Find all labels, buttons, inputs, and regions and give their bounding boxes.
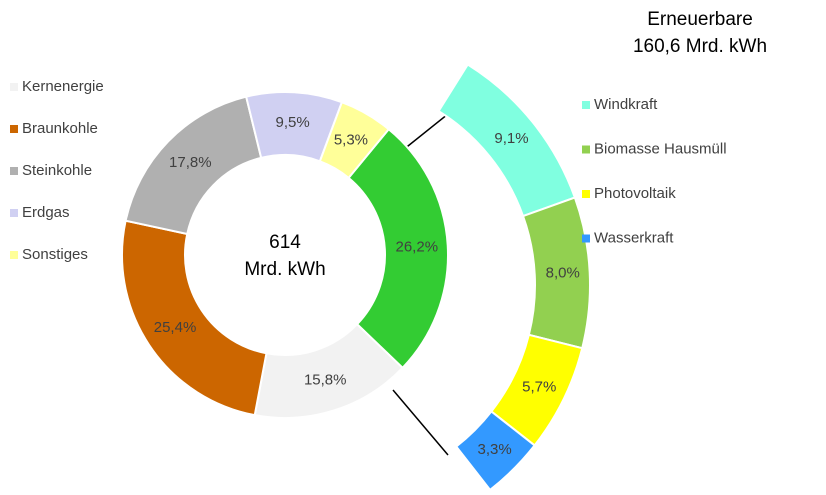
center-text: Mrd. kWh: [244, 259, 325, 280]
data-label: 15,8%: [304, 372, 347, 389]
legend-label: Steinkohle: [22, 162, 92, 179]
legend-marker: [10, 251, 18, 259]
legend-marker: [582, 145, 590, 154]
data-label: 5,7%: [522, 378, 556, 395]
legend-label: Kernenergie: [22, 78, 104, 95]
legend-marker: [10, 125, 18, 133]
segment: [318, 100, 391, 180]
legend-marker: [10, 83, 18, 91]
arc-title: Erneuerbare: [647, 9, 753, 30]
data-label: 8,0%: [546, 265, 580, 282]
data-label: 5,3%: [334, 132, 368, 149]
legend-marker: [582, 101, 590, 109]
connector: [392, 389, 449, 456]
segment: [121, 219, 268, 417]
arc-title: 160,6 Mrd. kWh: [633, 36, 767, 57]
legend-label: Erdgas: [22, 204, 70, 221]
data-label: 25,4%: [154, 319, 197, 336]
legend-label: Windkraft: [594, 96, 658, 113]
legend-marker: [10, 167, 18, 175]
legend-marker: [582, 234, 590, 243]
legend-label: Biomasse Hausmüll: [594, 140, 727, 157]
legend-label: Photovoltaik: [594, 185, 676, 202]
segment: [454, 410, 537, 492]
legend-marker: [10, 209, 18, 217]
legend-label: Wasserkraft: [594, 229, 674, 246]
legend-label: Braunkohle: [22, 120, 98, 137]
data-label: 26,2%: [396, 238, 439, 255]
data-label: 9,5%: [276, 114, 310, 131]
legend-marker: [582, 190, 590, 198]
center-text: 614: [269, 232, 301, 253]
data-label: 3,3%: [478, 441, 512, 458]
data-label: 17,8%: [169, 154, 212, 171]
segment: [347, 127, 449, 370]
data-label: 9,1%: [494, 130, 528, 147]
legend-label: Sonstiges: [22, 246, 88, 263]
